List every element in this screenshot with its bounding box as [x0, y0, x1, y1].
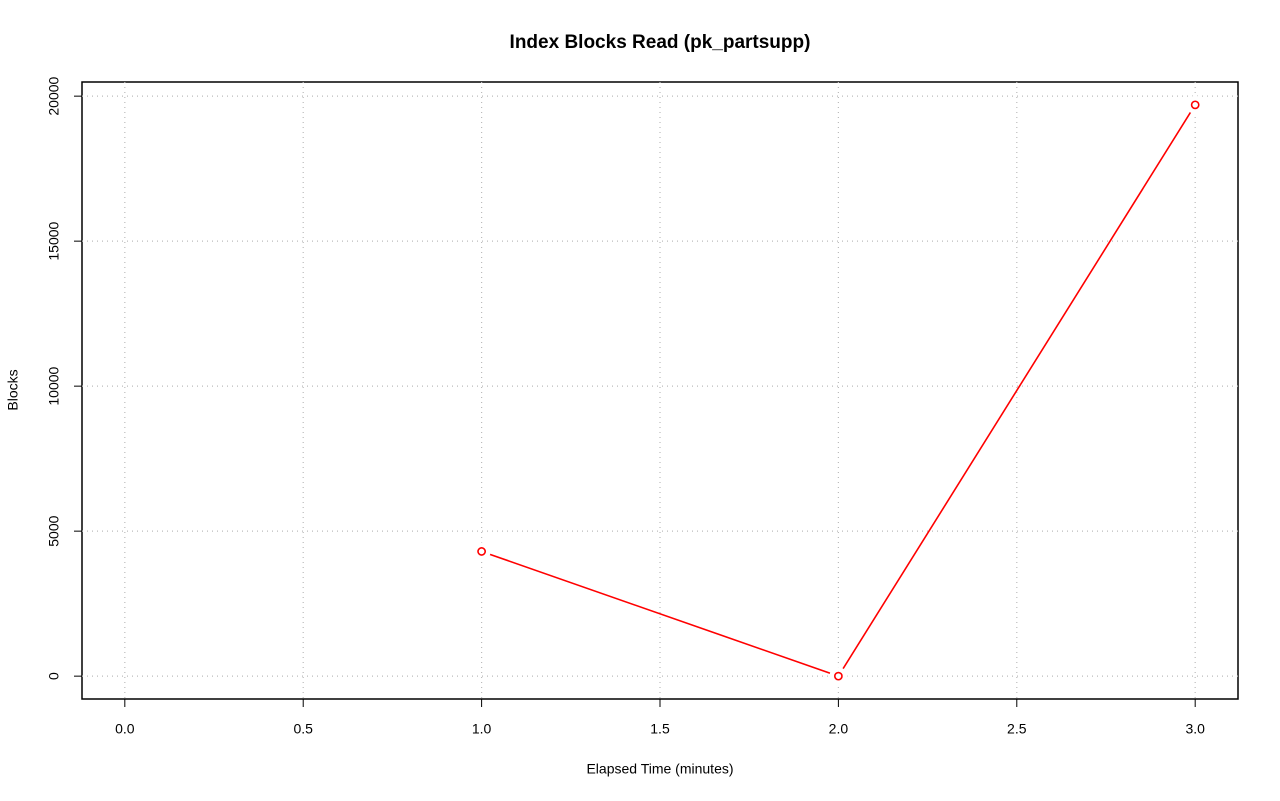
y-tick-label: 20000	[46, 76, 62, 115]
x-tick-label: 2.0	[829, 721, 849, 737]
chart-title: Index Blocks Read (pk_partsupp)	[510, 32, 811, 53]
x-tick-label: 3.0	[1185, 721, 1205, 737]
y-tick-label: 5000	[46, 515, 62, 546]
x-tick-label: 1.0	[472, 721, 492, 737]
y-tick-label: 15000	[46, 221, 62, 260]
x-tick-label: 2.5	[1007, 721, 1027, 737]
x-axis-title: Elapsed Time (minutes)	[586, 761, 733, 777]
y-axis-title: Blocks	[5, 369, 21, 410]
series-line	[481, 104, 1196, 678]
point	[477, 547, 487, 556]
point	[1190, 100, 1200, 110]
plot-frame	[81, 81, 1239, 700]
x-tick-label: 0.5	[293, 721, 313, 737]
x-tick-label: 0.0	[115, 721, 135, 737]
x-tick-label: 1.5	[650, 721, 670, 737]
y-tick-label: 0	[46, 672, 62, 680]
point	[833, 671, 843, 681]
y-tick-label: 10000	[46, 366, 62, 405]
